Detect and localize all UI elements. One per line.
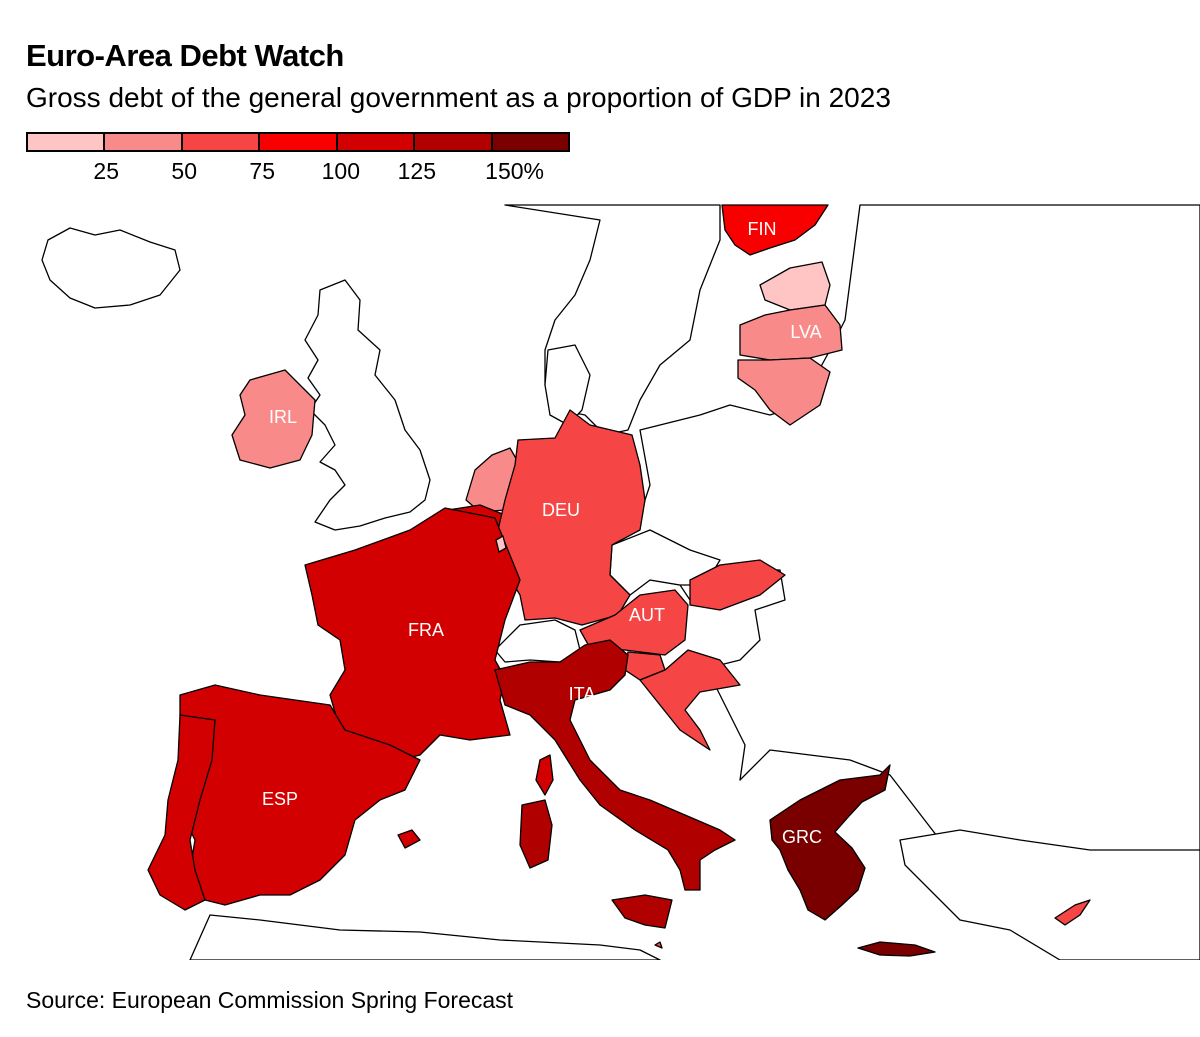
label-fin: FIN: [748, 219, 777, 239]
label-aut: AUT: [629, 605, 665, 625]
latvia-shape: [739, 304, 843, 361]
legend-swatch-125-150: [415, 134, 493, 150]
sardinia-shape: [519, 799, 553, 869]
legend-color-bar: [26, 132, 570, 152]
legend-swatch-150-plus: [492, 134, 568, 150]
turkey-shape: [899, 829, 1200, 960]
legend-swatch-50-75: [182, 134, 261, 150]
legend-swatch-100-125: [337, 134, 416, 150]
ireland-shape: [231, 369, 316, 469]
source-note: Source: European Commission Spring Forec…: [26, 987, 514, 1013]
iceland-shape: [41, 227, 181, 309]
italy-shape: [494, 639, 736, 891]
portugal-shape: [147, 714, 216, 911]
label-fra: FRA: [408, 620, 444, 640]
label-ita: ITA: [569, 684, 596, 704]
chart-title: Euro-Area Debt Watch: [26, 38, 344, 73]
label-esp: ESP: [262, 789, 298, 809]
label-irl: IRL: [269, 407, 297, 427]
legend-swatch-75-100: [260, 134, 338, 150]
france-shape: [304, 507, 521, 761]
switzerland-shape: [494, 619, 581, 663]
europe-map-svg: FIN LVA IRL DEU FRA AUT ITA ESP GRC: [41, 204, 1200, 960]
corsica-shape: [535, 754, 554, 796]
legend-swatch-0-25: [28, 134, 106, 150]
malta-shape: [654, 941, 663, 949]
legend-label-125: 125: [397, 158, 436, 184]
great-britain-shape: [304, 279, 431, 531]
slovakia-shape: [689, 559, 786, 611]
legend-label-100: 100: [321, 158, 360, 184]
greece-shape: [769, 764, 891, 921]
croatia-shape: [639, 649, 741, 751]
legend-label-25: 25: [93, 158, 119, 184]
luxembourg-shape: [495, 535, 507, 553]
label-lva: LVA: [790, 322, 821, 342]
mallorca-shape: [397, 829, 421, 849]
crete-shape: [857, 941, 936, 957]
legend-swatch-25-50: [105, 134, 183, 150]
chart-subtitle: Gross debt of the general government as …: [26, 82, 891, 113]
north-africa-shape: [189, 914, 661, 960]
legend-label-150: 150%: [485, 158, 544, 184]
color-legend: 25 50 75 100 125 150%: [26, 132, 570, 192]
legend-label-50: 50: [171, 158, 197, 184]
label-deu: DEU: [542, 500, 580, 520]
legend-label-75: 75: [249, 158, 275, 184]
cyprus-shape: [1054, 899, 1091, 926]
scandinavia-shape: [504, 204, 721, 436]
sicily-shape: [611, 894, 673, 929]
finland-shape: [721, 204, 829, 256]
lithuania-shape: [737, 357, 831, 426]
europe-map: FIN LVA IRL DEU FRA AUT ITA ESP GRC: [0, 200, 1200, 960]
label-grc: GRC: [782, 827, 822, 847]
estonia-shape: [759, 261, 831, 311]
